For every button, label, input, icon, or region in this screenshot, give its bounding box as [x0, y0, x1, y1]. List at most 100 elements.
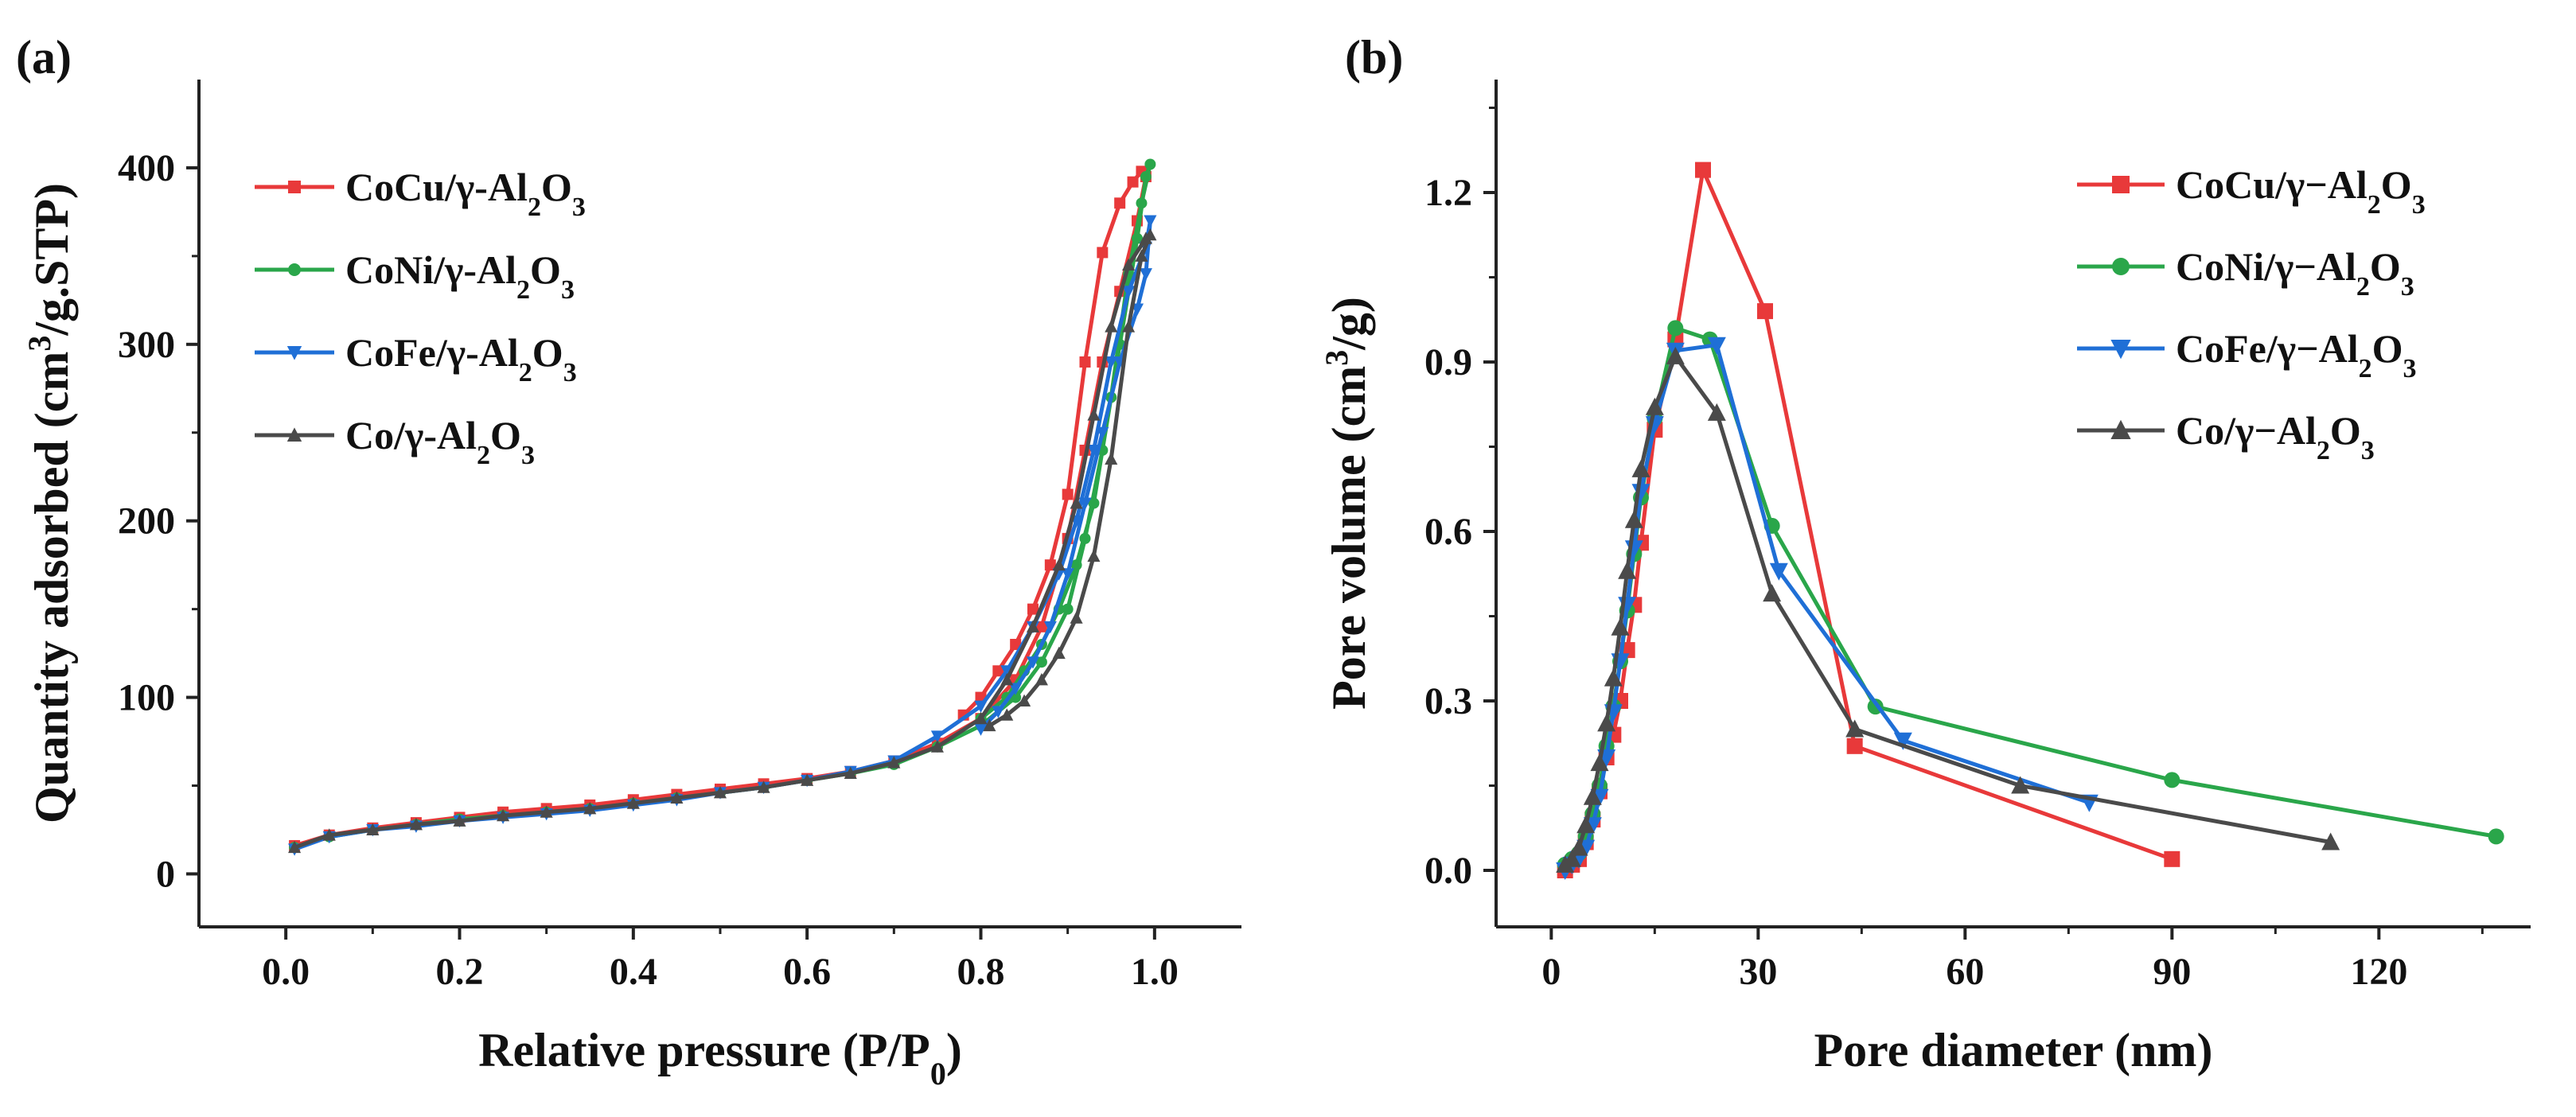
x-axis-title-end: )	[946, 1024, 962, 1076]
data-point	[974, 711, 988, 725]
data-point	[983, 718, 996, 732]
legend-label-main: CoFe/γ-Al	[345, 330, 519, 375]
data-point	[1026, 656, 1040, 669]
data-point	[1757, 303, 1773, 320]
data-point	[1845, 719, 1865, 738]
data-point	[1052, 646, 1066, 660]
data-point	[1618, 561, 1637, 579]
series-1	[1557, 320, 2504, 873]
x-axis-title: Relative pressure (P/P0)	[478, 1024, 962, 1092]
y-tick-label: 0.3	[1424, 680, 1472, 722]
data-point	[1695, 162, 1711, 178]
legend-label-subscript: 2	[477, 441, 490, 470]
data-point	[1079, 532, 1091, 544]
x-tick-label: 120	[2350, 951, 2407, 993]
data-point	[1035, 656, 1047, 668]
legend-label: Co/γ-Al2O3	[345, 413, 535, 470]
panel-label: (a)	[16, 31, 72, 84]
series-3	[288, 228, 1157, 854]
data-point	[2488, 828, 2504, 845]
data-point	[409, 817, 423, 831]
x-tick-label: 30	[1739, 951, 1777, 993]
data-point	[713, 785, 727, 799]
legend-marker	[288, 181, 301, 193]
data-point	[1062, 603, 1074, 615]
data-point	[583, 801, 597, 815]
data-point	[1604, 668, 1623, 687]
legend-label-main: CoCu/γ-Al	[345, 165, 528, 209]
legend-marker	[2110, 340, 2131, 360]
legend-label-main: CoNi/γ−Al	[2176, 244, 2356, 289]
data-point	[974, 723, 988, 736]
panel-label: (b)	[1345, 31, 1403, 84]
y-axis-title-main: Pore volume (cm	[1323, 366, 1375, 710]
legend-marker	[286, 346, 302, 360]
legend-label-mid: O	[530, 247, 561, 292]
data-point	[992, 665, 1004, 677]
y-axis-title-end: /g.STP)	[25, 183, 78, 337]
series-2	[288, 215, 1157, 856]
series-3	[1556, 346, 2340, 873]
data-point	[2164, 772, 2180, 788]
data-point	[1590, 753, 1609, 772]
data-point	[1769, 562, 1788, 581]
data-point	[1597, 714, 1616, 732]
y-tick-label: 0	[156, 853, 175, 895]
y-tick-label: 0.0	[1424, 850, 1472, 892]
legend-label-subscript: 3	[2361, 436, 2375, 465]
x-tick-label: 0	[1541, 951, 1561, 993]
data-point	[1569, 838, 1588, 856]
y-tick-label: 0.9	[1424, 341, 1472, 383]
data-point	[2321, 832, 2340, 850]
data-point	[366, 823, 380, 835]
y-tick-label: 1.2	[1424, 172, 1472, 214]
data-point	[1061, 568, 1074, 581]
data-point	[1136, 197, 1148, 209]
x-axis-title: Pore diameter (nm)	[1814, 1024, 2213, 1076]
data-point	[1132, 232, 1143, 244]
data-point	[1127, 176, 1139, 188]
data-point	[322, 828, 336, 841]
legend: CoCu/γ-Al2O3CoNi/γ-Al2O3CoFe/γ-Al2O3Co/γ…	[255, 165, 586, 470]
y-tick-label: 100	[118, 677, 175, 719]
data-point	[1000, 665, 1014, 678]
x-tick-label: 60	[1946, 951, 1984, 993]
data-point	[1763, 584, 1782, 602]
data-point	[540, 805, 553, 818]
data-point	[1144, 158, 1156, 170]
legend-label-subscript: 2	[519, 358, 532, 387]
data-point	[670, 791, 684, 804]
data-point	[887, 756, 901, 769]
y-axis-title: Quantity adsorbed (cm3/g.STP)	[21, 183, 79, 823]
legend: CoCu/γ−Al2O3CoNi/γ−Al2O3CoFe/γ−Al2O3Co/γ…	[2077, 162, 2426, 465]
legend-label-mid: O	[490, 413, 521, 457]
data-point	[626, 796, 640, 809]
y-tick-label: 400	[118, 147, 175, 189]
data-point	[1000, 672, 1014, 686]
y-tick-label: 200	[118, 500, 175, 543]
legend-label-subscript: 3	[521, 441, 535, 470]
data-point	[1122, 286, 1136, 298]
legend-label-mid: O	[2381, 162, 2412, 207]
data-point	[1018, 694, 1031, 706]
legend-label: CoCu/γ-Al2O3	[345, 165, 586, 222]
y-tick-label: 0.6	[1424, 511, 1472, 553]
data-point	[757, 780, 770, 793]
x-tick-label: 0.2	[436, 951, 484, 993]
x-axis-title-main: Relative pressure (P/P	[478, 1024, 930, 1076]
x-tick-label: 0.4	[610, 951, 657, 993]
x-tick-label: 0.8	[957, 951, 1005, 993]
legend-label: CoNi/γ−Al2O3	[2176, 244, 2414, 302]
data-point	[1087, 549, 1101, 562]
data-point	[1070, 611, 1083, 624]
x-axis-title-main: Pore diameter (nm)	[1814, 1024, 2213, 1076]
data-point	[1139, 268, 1152, 281]
data-point	[1611, 617, 1630, 636]
data-point	[1144, 228, 1157, 241]
data-point	[288, 840, 302, 854]
series-0	[1557, 162, 2180, 878]
legend-label-subscript: 3	[561, 275, 575, 305]
data-point	[1070, 496, 1083, 509]
data-point	[1105, 452, 1118, 465]
data-point	[1562, 849, 1581, 867]
